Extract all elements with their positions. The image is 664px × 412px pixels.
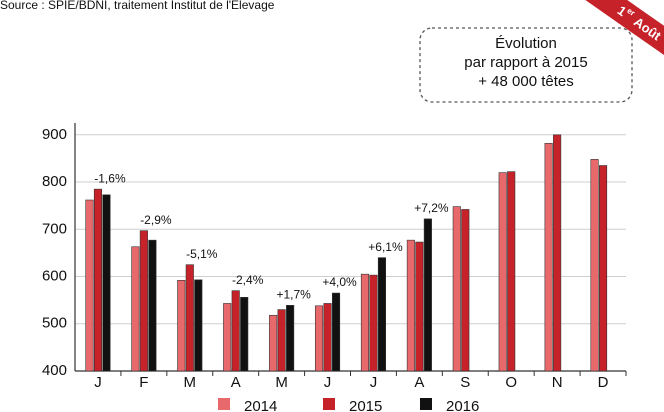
note-box bbox=[419, 27, 633, 103]
legend-swatch bbox=[218, 398, 230, 410]
x-tick-label: D bbox=[598, 374, 609, 391]
note-line: + 48 000 têtes bbox=[478, 73, 574, 90]
legend-swatch bbox=[323, 398, 335, 410]
y-tick-label: 400 bbox=[42, 362, 67, 379]
bar bbox=[452, 206, 461, 372]
bar bbox=[369, 274, 378, 372]
x-tick-label: J bbox=[94, 374, 102, 391]
annotation: -1,6% bbox=[94, 171, 126, 185]
source: Source : SPIE/BDNI, traitement Institut … bbox=[0, 0, 275, 12]
legend-label: 2014 bbox=[244, 398, 277, 412]
x-tick-label: F bbox=[139, 374, 148, 391]
annotation: -2,4% bbox=[232, 273, 264, 287]
x-tick-label: J bbox=[370, 374, 378, 391]
bar bbox=[85, 199, 94, 372]
annotation: +1,7% bbox=[276, 288, 311, 302]
bar bbox=[185, 264, 194, 372]
bar bbox=[194, 279, 203, 372]
bar bbox=[102, 194, 111, 372]
bar bbox=[148, 239, 157, 372]
bar bbox=[131, 246, 140, 372]
x-tick-label: N bbox=[552, 374, 563, 391]
x-tick-label: S bbox=[460, 374, 470, 391]
bar bbox=[93, 188, 103, 372]
bar bbox=[240, 297, 249, 372]
bar bbox=[544, 143, 553, 372]
y-tick-label: 700 bbox=[42, 220, 67, 237]
y-tick-label: 900 bbox=[42, 126, 67, 143]
bar bbox=[177, 280, 186, 372]
bar bbox=[507, 171, 516, 372]
bar bbox=[590, 159, 599, 372]
bar bbox=[139, 230, 148, 372]
legend-label: 2015 bbox=[349, 398, 382, 412]
x-tick-label: M bbox=[275, 374, 288, 391]
bar bbox=[331, 292, 341, 372]
bar bbox=[415, 241, 424, 372]
bar bbox=[461, 209, 470, 372]
bar bbox=[423, 218, 432, 372]
bar bbox=[231, 290, 240, 372]
annotation: +7,2% bbox=[414, 201, 449, 215]
annotation: -2,9% bbox=[140, 213, 172, 227]
bar bbox=[269, 314, 278, 372]
annotation: -5,1% bbox=[186, 247, 218, 261]
bar bbox=[286, 305, 295, 372]
annotation: +6,1% bbox=[368, 240, 403, 254]
bar bbox=[553, 134, 562, 372]
annotation: +4,0% bbox=[322, 275, 357, 289]
x-tick-label: A bbox=[414, 374, 424, 391]
legend-label: 2016 bbox=[446, 398, 479, 412]
bar bbox=[323, 303, 332, 372]
bar bbox=[314, 305, 324, 372]
badge-shape bbox=[584, 0, 664, 58]
y-tick-label: 500 bbox=[42, 315, 67, 332]
bar bbox=[223, 303, 232, 372]
bar bbox=[360, 273, 370, 372]
note-line: par rapport à 2015 bbox=[464, 54, 587, 71]
legend-swatch bbox=[420, 398, 432, 410]
x-tick-label: J bbox=[324, 374, 332, 391]
y-tick-label: 800 bbox=[42, 173, 67, 190]
bar bbox=[377, 257, 387, 372]
y-tick-label: 600 bbox=[42, 267, 67, 284]
bar bbox=[277, 309, 286, 372]
bar bbox=[498, 172, 507, 372]
x-tick-label: M bbox=[184, 374, 197, 391]
badge-sup: er bbox=[625, 6, 636, 18]
bar bbox=[406, 239, 415, 372]
x-tick-label: O bbox=[505, 374, 517, 391]
x-tick-label: A bbox=[231, 374, 241, 391]
bar bbox=[598, 165, 608, 372]
note-line: Évolution bbox=[495, 35, 557, 52]
